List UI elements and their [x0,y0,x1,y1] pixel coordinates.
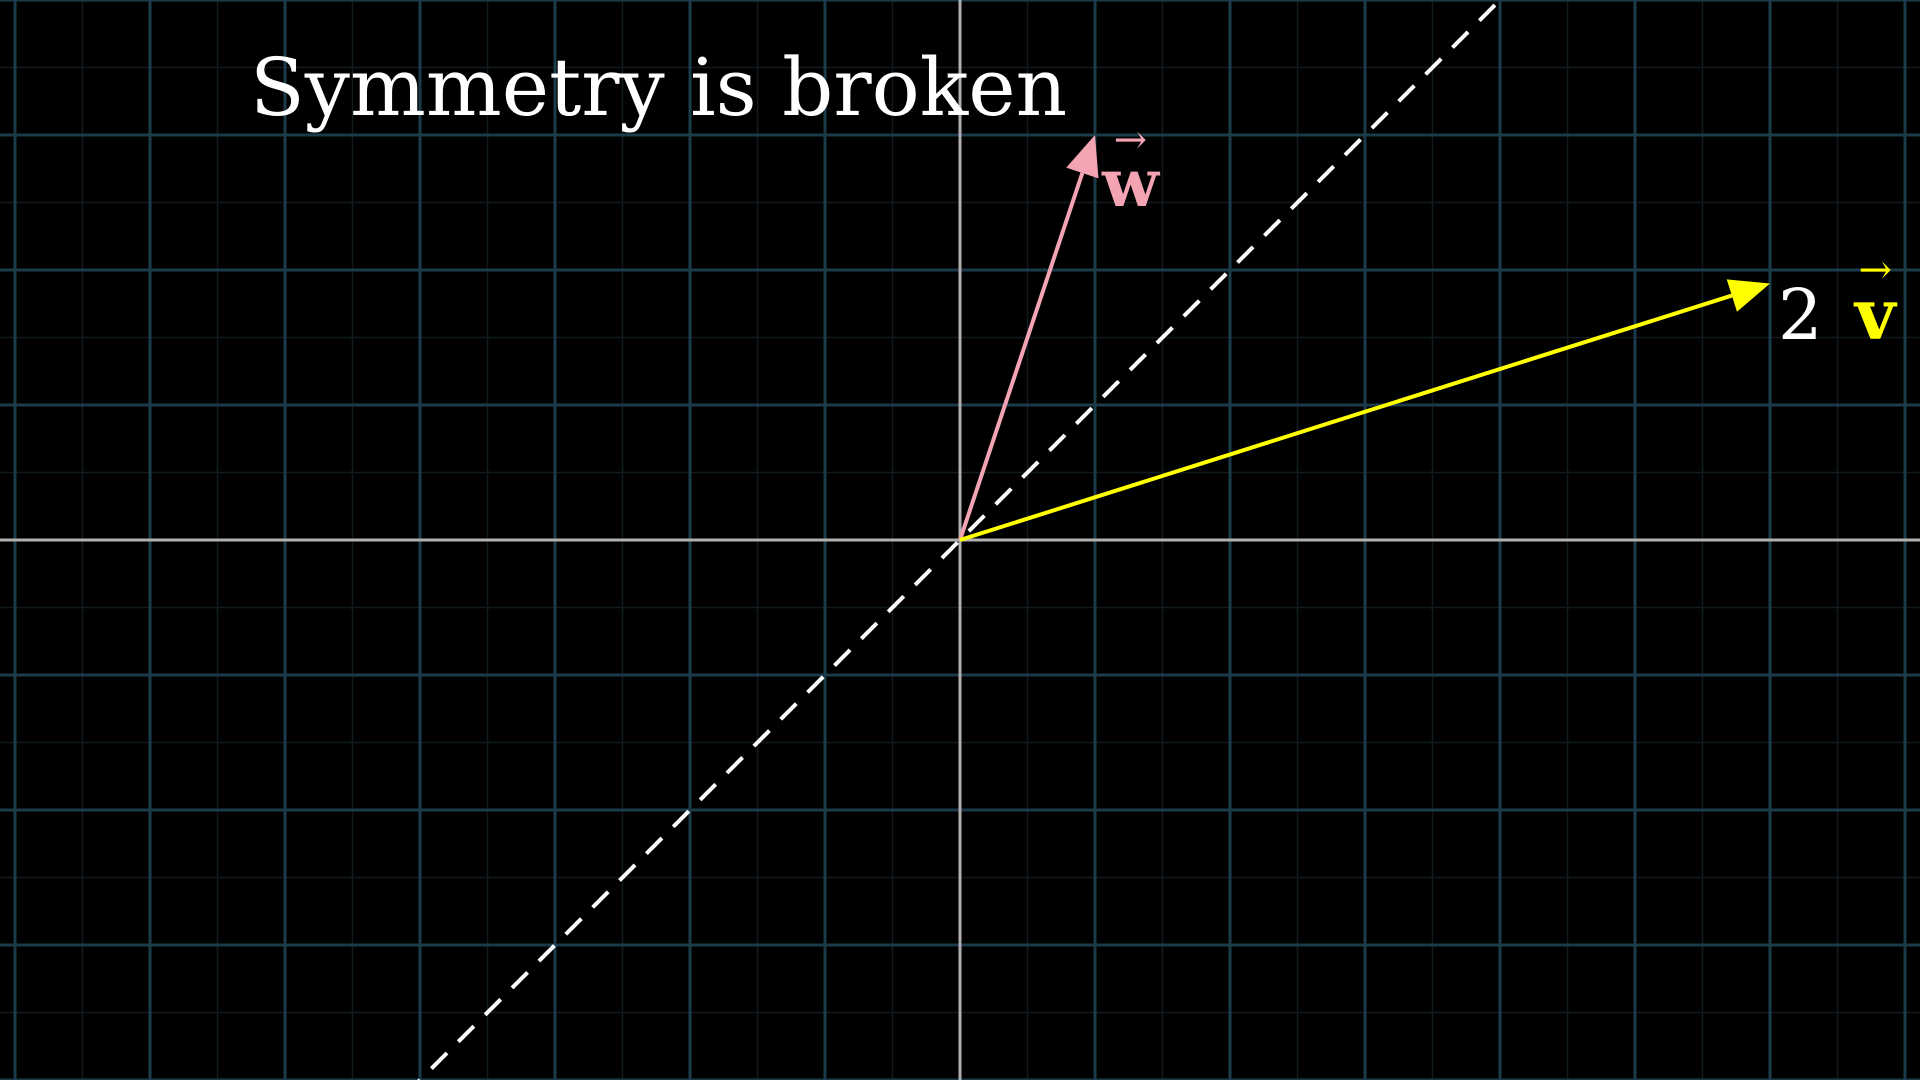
vector-v-letter: v [1854,273,1896,356]
vector-arrow-icon: → [1113,117,1148,163]
vector-2v-label: 2 → v [1778,250,1896,350]
vector-v-symbol: → v [1855,250,1896,350]
slide-title: Symmetry is broken [250,41,1068,134]
vector-2v-coefficient: 2 [1778,274,1823,356]
vector-2v-arrowhead [1726,279,1770,312]
vector-2v-shaft [959,293,1733,542]
vector-w-arrowhead [1066,135,1099,179]
vector-w-letter: w [1102,144,1159,222]
vector-w-label: → w [1102,120,1159,216]
vector-w-shaft [958,172,1085,541]
vector-w-symbol: → w [1102,120,1159,216]
vector-arrow-icon: → [1858,247,1893,293]
vectors-group [958,135,1770,542]
